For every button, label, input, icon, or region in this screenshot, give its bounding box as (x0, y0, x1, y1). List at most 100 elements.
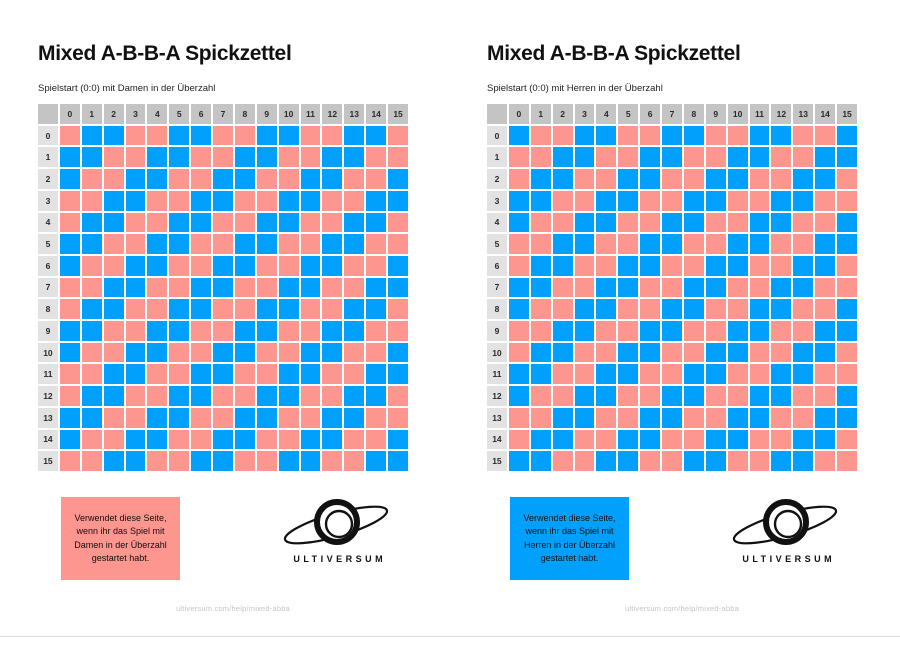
cell-herren-majority (59, 429, 80, 450)
cell-herren-majority (705, 277, 726, 298)
cell-herren-majority (552, 342, 573, 363)
cell-damen-majority (147, 451, 168, 471)
cell-damen-majority (213, 407, 233, 428)
column-header: 1 (530, 104, 551, 124)
cell-herren-majority (344, 321, 365, 341)
panel-herren-start: Mixed A-B-B-A Spickzettel Spielstart (0:… (449, 0, 899, 646)
cell-damen-majority (749, 342, 770, 363)
cell-damen-majority (81, 190, 102, 211)
cell-herren-majority (125, 451, 146, 471)
cell-damen-majority (727, 212, 748, 233)
cell-herren-majority (596, 364, 617, 385)
cell-damen-majority (508, 147, 529, 168)
cell-herren-majority (344, 212, 365, 233)
cell-damen-majority (147, 299, 168, 320)
score-grid-herren-start: 0 1 2 3 4 5 6 7 8 9 10 11 12 13 14 15 0 1 2 3 4 5 6 7 8 9 10 11 12 13… (487, 104, 857, 471)
cell-damen-majority (683, 234, 704, 254)
column-header: 15 (388, 104, 408, 124)
cell-herren-majority (705, 255, 726, 276)
cell-herren-majority (191, 190, 212, 211)
cell-herren-majority (815, 321, 836, 341)
cell-herren-majority (344, 386, 365, 406)
column-header: 14 (366, 104, 387, 124)
row-header: 4 (487, 212, 507, 233)
cell-herren-majority (125, 190, 146, 211)
cell-herren-majority (81, 321, 102, 341)
cell-damen-majority (574, 255, 595, 276)
cell-herren-majority (618, 429, 639, 450)
cell-herren-majority (256, 212, 277, 233)
cell-damen-majority (815, 190, 836, 211)
footer-url: ultiversum.com/help/mixed-abba (625, 604, 739, 613)
cell-damen-majority (191, 407, 212, 428)
cell-herren-majority (727, 147, 748, 168)
cell-herren-majority (103, 125, 124, 146)
row-header: 7 (38, 277, 58, 298)
cell-herren-majority (125, 429, 146, 450)
cell-herren-majority (278, 125, 299, 146)
cell-damen-majority (771, 255, 792, 276)
cell-damen-majority (530, 125, 551, 146)
cell-damen-majority (815, 277, 836, 298)
cell-herren-majority (169, 147, 190, 168)
cell-herren-majority (234, 342, 255, 363)
cell-damen-majority (683, 429, 704, 450)
cell-herren-majority (388, 255, 408, 276)
cell-damen-majority (300, 125, 321, 146)
cell-damen-majority (169, 277, 190, 298)
cell-damen-majority (213, 147, 233, 168)
cell-herren-majority (322, 429, 343, 450)
cell-herren-majority (103, 277, 124, 298)
cell-herren-majority (256, 321, 277, 341)
cell-herren-majority (169, 386, 190, 406)
cell-herren-majority (683, 212, 704, 233)
cell-damen-majority (793, 212, 814, 233)
cell-herren-majority (530, 342, 551, 363)
cell-damen-majority (169, 364, 190, 385)
row-header: 2 (38, 169, 58, 189)
cell-damen-majority (344, 342, 365, 363)
cell-herren-majority (530, 277, 551, 298)
cell-herren-majority (81, 212, 102, 233)
column-header: 10 (278, 104, 299, 124)
brand-wordmark: ULTIVERSUM (742, 554, 836, 564)
cell-herren-majority (59, 234, 80, 254)
row-header: 14 (487, 429, 507, 450)
row-header: 12 (38, 386, 58, 406)
cell-damen-majority (59, 299, 80, 320)
cell-herren-majority (191, 125, 212, 146)
cell-damen-majority (300, 212, 321, 233)
cell-damen-majority (727, 364, 748, 385)
cell-herren-majority (344, 125, 365, 146)
cell-damen-majority (596, 255, 617, 276)
cell-herren-majority (596, 212, 617, 233)
cell-damen-majority (640, 190, 661, 211)
row-header: 7 (487, 277, 507, 298)
cell-damen-majority (530, 407, 551, 428)
cell-damen-majority (278, 234, 299, 254)
cell-damen-majority (278, 255, 299, 276)
cell-damen-majority (103, 342, 124, 363)
row-header: 5 (487, 234, 507, 254)
cell-herren-majority (125, 342, 146, 363)
cell-herren-majority (640, 147, 661, 168)
cell-damen-majority (793, 386, 814, 406)
cell-damen-majority (574, 429, 595, 450)
row-header: 9 (38, 321, 58, 341)
cell-damen-majority (256, 342, 277, 363)
cell-damen-majority (103, 407, 124, 428)
cell-damen-majority (640, 386, 661, 406)
panel-damen-start: Mixed A-B-B-A Spickzettel Spielstart (0:… (38, 42, 408, 613)
cell-herren-majority (344, 407, 365, 428)
cell-herren-majority (793, 342, 814, 363)
cell-herren-majority (727, 342, 748, 363)
row-header: 8 (487, 299, 507, 320)
cell-herren-majority (191, 386, 212, 406)
cell-damen-majority (388, 407, 408, 428)
cell-herren-majority (103, 190, 124, 211)
cell-herren-majority (234, 407, 255, 428)
cell-herren-majority (300, 190, 321, 211)
cell-herren-majority (749, 234, 770, 254)
cell-herren-majority (388, 342, 408, 363)
cell-damen-majority (837, 277, 857, 298)
